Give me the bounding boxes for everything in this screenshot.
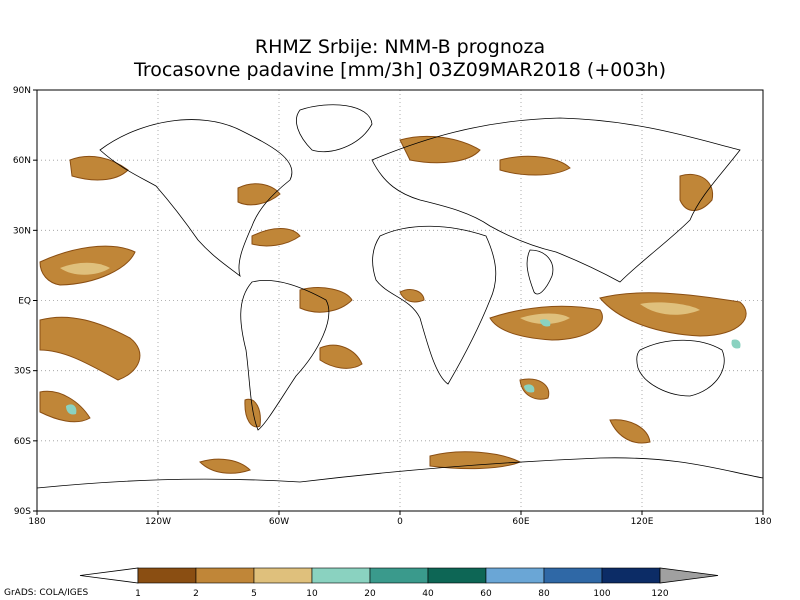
precip-area-patagonia — [244, 398, 261, 428]
x-tick-label: 120E — [631, 517, 654, 527]
colorbar-max-arrow — [659, 567, 719, 584]
map-title: RHMZ Srbije: NMM-B prognoza — [254, 36, 546, 58]
colorbar-label: 40 — [422, 589, 434, 599]
precip-area-west-africa — [399, 289, 425, 303]
x-tick-label: 180 — [28, 517, 45, 527]
precip-area-europe — [399, 135, 481, 164]
coast-antarctica — [37, 457, 763, 511]
precip-area-east-asia — [679, 174, 714, 211]
x-tick-label: 0 — [397, 517, 403, 527]
y-tick-label: 30S — [14, 367, 31, 377]
colorbar-swatch — [601, 567, 661, 584]
colorbar-label: 2 — [193, 589, 199, 599]
colorbar-min-arrow — [79, 567, 139, 584]
coast-india — [526, 249, 554, 295]
precipitation-field — [39, 135, 747, 474]
coast-greenland — [296, 104, 373, 153]
coast-south-america — [240, 280, 330, 431]
y-tick-label: 60S — [14, 437, 31, 447]
precip-area-antarctic-coast — [199, 458, 251, 474]
colorbar-label: 1 — [135, 589, 141, 599]
colorbar-label: 10 — [306, 589, 318, 599]
axis-ticks: 180 120W 60W 0 60E 120E 180 90N 60N 30N EQ 30S 60S 90… — [13, 86, 772, 527]
colorbar-swatch — [137, 567, 197, 584]
coast-africa — [372, 225, 497, 385]
precip-area-south-pacific — [39, 390, 91, 423]
colorbar-swatch — [195, 567, 255, 584]
coast-eurasia — [371, 117, 741, 283]
y-tick-label: EQ — [18, 297, 31, 307]
y-tick-label: 60N — [13, 156, 31, 166]
colorbar-swatch — [369, 567, 429, 584]
colorbar-swatch — [253, 567, 313, 584]
precip-area-tasman — [609, 419, 651, 444]
y-tick-label: 90N — [13, 86, 31, 96]
y-tick-label: 90S — [14, 507, 31, 517]
x-tick-label: 60E — [512, 517, 529, 527]
coastlines — [37, 104, 763, 511]
map-subtitle: Trocasovne padavine [mm/3h] 03Z09MAR2018… — [134, 59, 666, 81]
colorbar-label: 20 — [364, 589, 376, 599]
colorbar-swatch — [543, 567, 603, 584]
colorbar-label: 60 — [480, 589, 492, 599]
colorbar-swatch — [427, 567, 487, 584]
coast-north-america — [99, 119, 293, 278]
colorbar-label: 120 — [651, 589, 668, 599]
x-tick-label: 180 — [754, 517, 771, 527]
colorbar: 1 2 5 10 20 40 60 80 100 120 — [79, 567, 719, 599]
colorbar-label: 80 — [538, 589, 550, 599]
coast-australia — [636, 339, 725, 397]
colorbar-label: 100 — [593, 589, 610, 599]
precip-area-south-atlantic — [319, 344, 363, 369]
colorbar-swatch — [485, 567, 545, 584]
x-tick-label: 60W — [269, 517, 289, 527]
y-tick-label: 30N — [13, 226, 31, 236]
precip-area-alaska — [69, 155, 129, 181]
precip-area-south-indian — [519, 378, 550, 400]
x-tick-label: 120W — [145, 517, 171, 527]
colorbar-swatch — [311, 567, 371, 584]
precip-area-atlantic — [251, 228, 301, 247]
credit-text: GrADS: COLA/IGES — [4, 588, 89, 598]
precip-area-siberia — [499, 155, 571, 176]
colorbar-label: 5 — [251, 589, 257, 599]
precip-area-tropical-pacific — [39, 316, 141, 381]
